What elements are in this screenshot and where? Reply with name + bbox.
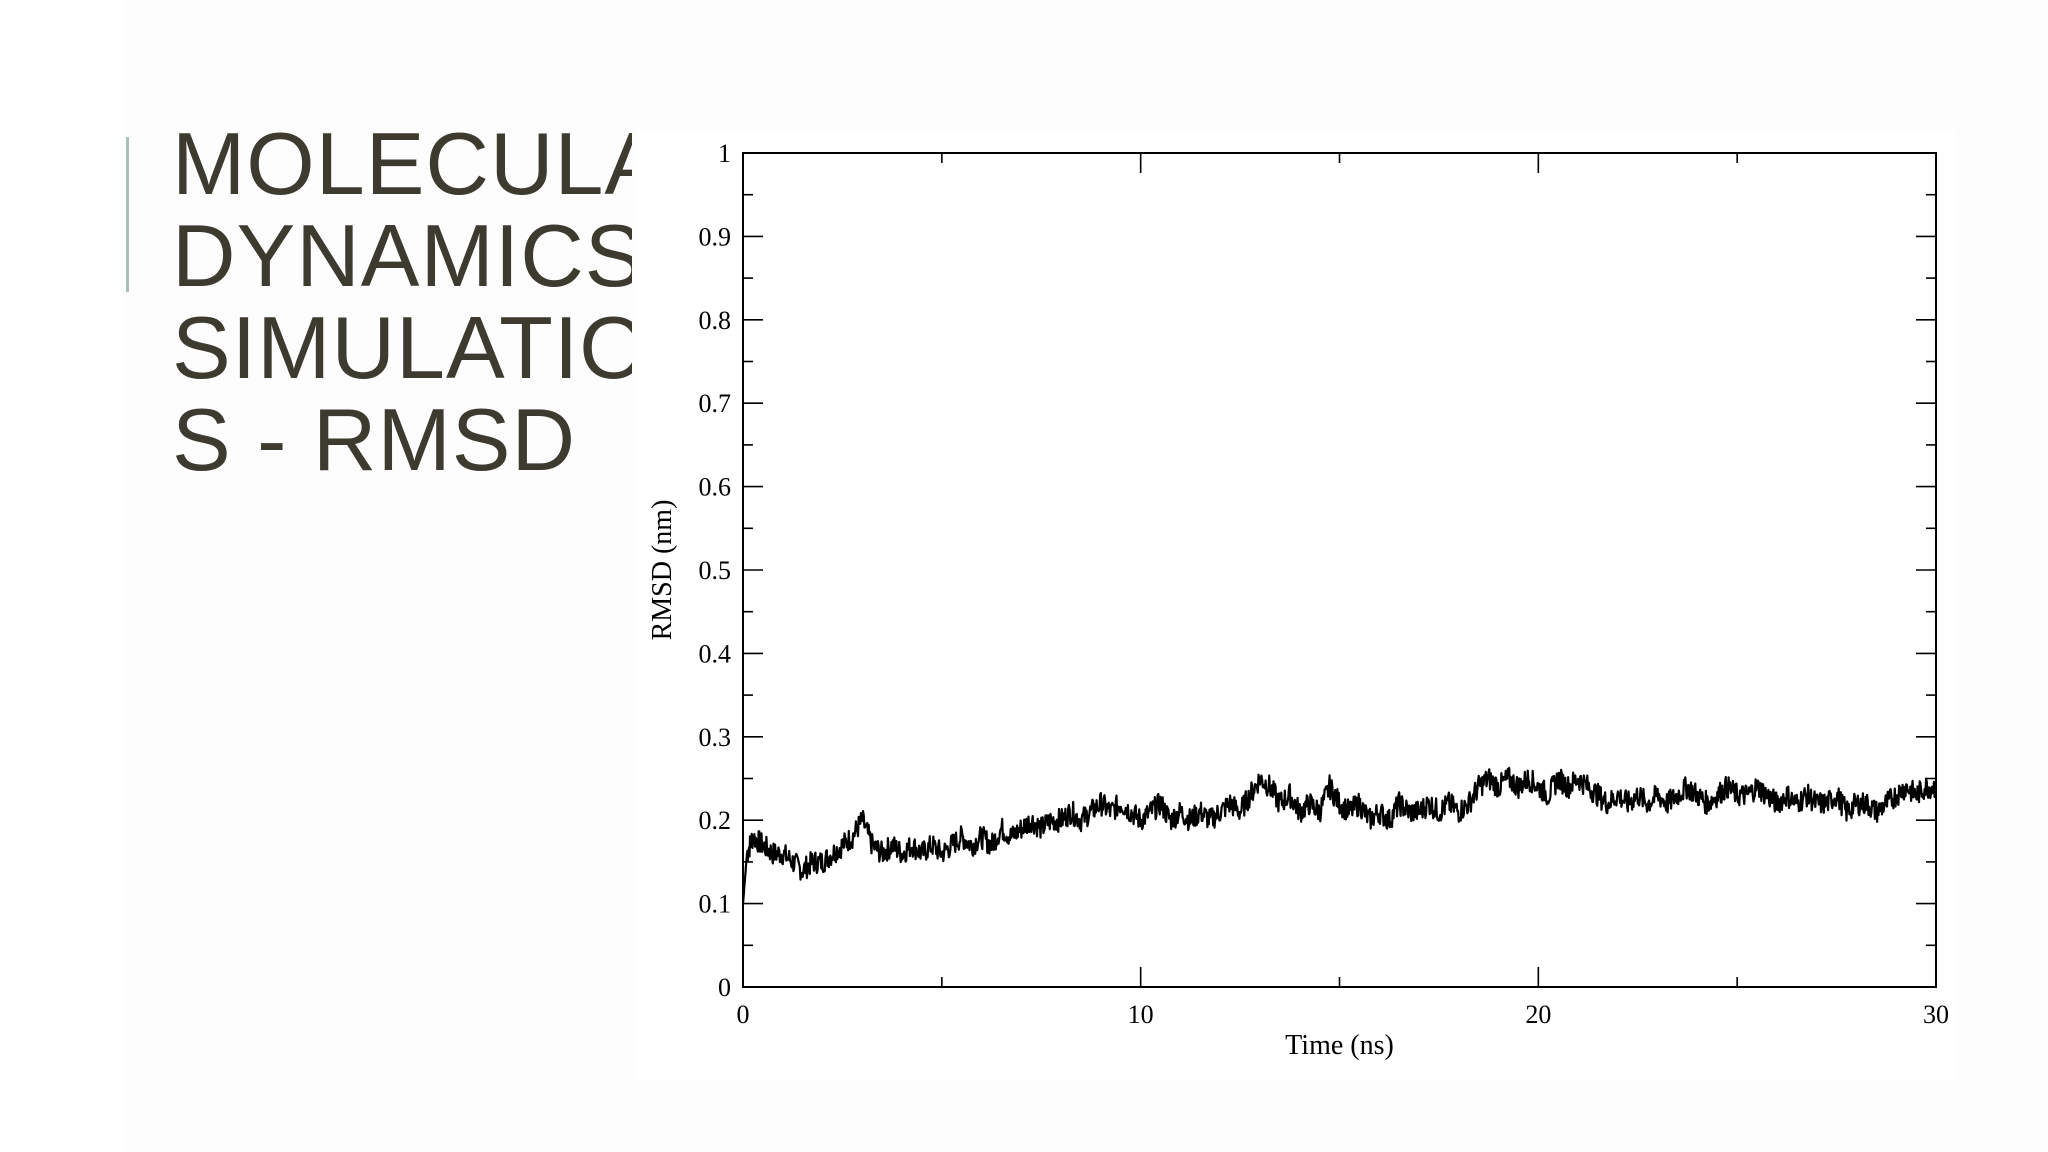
y-tick-label: 0.4 — [699, 639, 732, 668]
y-tick-label: 1 — [718, 139, 731, 168]
rmsd-chart: 0 10 20 30 0 0.1 0.2 0.3 0.4 0.5 0.6 0.7 0.8 0.9 1 Tim… — [636, 130, 1956, 1080]
y-tick-label: 0.7 — [699, 389, 732, 418]
y-axis-label: RMSD (nm) — [647, 500, 678, 641]
x-axis-label: Time (ns) — [1285, 1030, 1394, 1061]
tick-marks — [742, 152, 1937, 988]
y-tick-label: 0.2 — [699, 806, 732, 835]
title-area: MOLECULAR DYNAMICS SIMULATION S - RMSD — [172, 118, 632, 498]
series-line-rmsd — [741, 766, 1938, 904]
y-tick-label: 0.6 — [699, 473, 732, 502]
x-tick-label: 10 — [1128, 1000, 1154, 1029]
x-tick-label: 0 — [737, 1000, 750, 1029]
y-tick-label: 0.9 — [699, 222, 732, 251]
chart-svg: 0 10 20 30 0 0.1 0.2 0.3 0.4 0.5 0.6 0.7 0.8 0.9 1 Tim… — [647, 139, 1950, 1061]
y-tick-label: 0 — [718, 973, 731, 1002]
slide-title: MOLECULAR DYNAMICS SIMULATION S - RMSD — [172, 118, 632, 489]
y-tick-label: 0.5 — [699, 556, 732, 585]
title-accent-bar — [126, 137, 129, 292]
y-tick-label: 0.8 — [699, 306, 732, 335]
y-tick-label: 0.3 — [699, 723, 732, 752]
y-tick-label: 0.1 — [699, 890, 732, 919]
plot-frame — [742, 152, 1937, 988]
tick-labels: 0 10 20 30 0 0.1 0.2 0.3 0.4 0.5 0.6 0.7 0.8 0.9 1 — [699, 139, 1950, 1029]
x-tick-label: 20 — [1525, 1000, 1551, 1029]
x-tick-label: 30 — [1923, 1000, 1949, 1029]
